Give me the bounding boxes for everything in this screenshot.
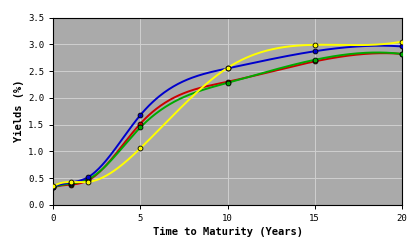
- X-axis label: Time to Maturity (Years): Time to Maturity (Years): [152, 227, 302, 237]
- Y-axis label: Yields (%): Yields (%): [14, 80, 24, 142]
